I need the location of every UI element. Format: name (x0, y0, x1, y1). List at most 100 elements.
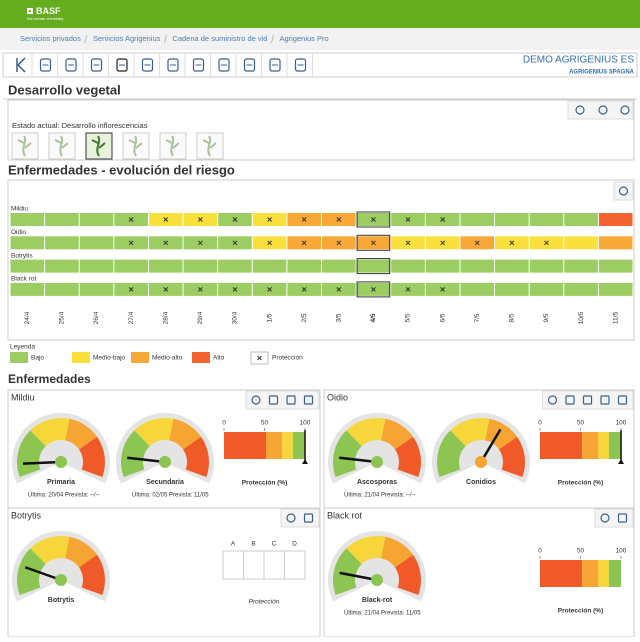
toolbar-icon[interactable] (16, 57, 26, 73)
gauge-band (169, 418, 202, 450)
gauge-hub (55, 574, 67, 586)
row-label: Black rot (11, 276, 36, 283)
toolbar-icon[interactable] (141, 58, 154, 72)
tool-icon[interactable] (598, 105, 608, 115)
protection-mark (440, 217, 445, 222)
toolbar-icon[interactable] (90, 58, 103, 72)
protection-label: Protección (%) (558, 480, 604, 487)
row-label: Oidio (11, 229, 27, 236)
table-header: C (272, 541, 277, 548)
tool-icon[interactable] (600, 513, 610, 523)
gauge-band (499, 436, 526, 478)
risk-cell (460, 213, 495, 226)
tool-icon[interactable] (286, 395, 296, 405)
protection-label: Protección (%) (558, 608, 604, 615)
tool-icon[interactable] (617, 395, 628, 405)
gauge-info: Última: 02/05 Prevista: 11/05 (132, 492, 209, 499)
risk-cell (148, 259, 183, 273)
protection-mark (128, 217, 134, 222)
section-title: Enfermedades (8, 372, 91, 386)
protection-mark (405, 287, 411, 292)
panel-title: Oidio (327, 392, 348, 402)
toolbar-icon[interactable] (192, 58, 205, 72)
row-label: Botrytis (11, 252, 33, 259)
risk-cell (460, 259, 495, 273)
tool-icon[interactable] (617, 513, 628, 523)
legend-label: Bajo (31, 355, 44, 362)
toolbar-icon[interactable] (218, 58, 230, 72)
protection-mark (232, 217, 238, 222)
protection-mark (405, 240, 411, 246)
risk-cell (598, 282, 633, 296)
breadcrumb-bar (0, 28, 640, 50)
table-header: B (251, 541, 255, 548)
toolbar-icon[interactable] (269, 58, 281, 72)
protection-mark (198, 240, 203, 246)
axis-tick-label: 50 (261, 420, 269, 427)
risk-cell (287, 259, 321, 273)
protection-label: Protección (249, 599, 280, 606)
account-company: AGRIGENIUS SPAGNA (569, 70, 635, 76)
risk-cell (598, 213, 633, 226)
toolbar-icon[interactable] (116, 58, 128, 72)
protection-mark (301, 287, 307, 292)
toolbar-icon[interactable] (39, 58, 52, 72)
risk-cell (564, 282, 598, 296)
panel-tools (613, 181, 634, 201)
tool-icon[interactable] (565, 395, 575, 405)
tool-icon[interactable] (600, 395, 610, 405)
gauge-hub (159, 456, 171, 468)
panel-tools (542, 390, 634, 410)
tool-icon[interactable] (618, 186, 629, 196)
tool-icon[interactable] (286, 513, 296, 523)
toolbar-icon[interactable] (167, 58, 179, 72)
tool-icon[interactable] (575, 105, 585, 115)
gauge-band (437, 430, 466, 478)
separator (84, 34, 88, 44)
axis-tick-label: 0 (538, 420, 542, 427)
protection-band (540, 560, 583, 587)
protection-mark (371, 217, 376, 222)
tool-icon[interactable] (303, 395, 314, 405)
risk-cell (114, 259, 148, 273)
date-label: 9/5 (543, 313, 550, 322)
toolbar-icon[interactable] (65, 58, 77, 72)
risk-cell (564, 213, 598, 226)
gauge-band (395, 436, 421, 478)
date-label: 30/4 (232, 311, 239, 324)
gauge-band (381, 418, 414, 450)
risk-cell (425, 259, 460, 273)
tool-icon[interactable] (251, 395, 261, 405)
breadcrumb-link[interactable]: Agrigenius Pro (279, 34, 328, 43)
table-header: D (292, 541, 297, 548)
toolbar-icon[interactable] (243, 58, 256, 72)
gauge-info: Última: 20/04 Prevista: --/-- (28, 492, 100, 499)
stage-plant (202, 135, 217, 157)
toolbar-icon[interactable] (294, 58, 307, 72)
date-label: 5/5 (405, 313, 412, 322)
breadcrumb-link[interactable]: Cadena de suministro de vid (172, 34, 267, 43)
risk-cell (529, 213, 564, 226)
protection-mark (544, 240, 549, 246)
risk-cell (10, 282, 45, 296)
risk-cell (495, 259, 529, 273)
gauge-info: Última: 21/04 Prevista: 11/05 (344, 610, 421, 617)
stage-plant (128, 135, 143, 157)
breadcrumb-link[interactable]: Servicios privados (20, 34, 81, 43)
date-label: 7/5 (474, 313, 481, 322)
protection-mark (440, 240, 445, 246)
tool-icon[interactable] (582, 395, 593, 405)
protection-band (540, 432, 583, 459)
tool-icon[interactable] (268, 395, 279, 405)
protection-label: Protección (%) (242, 480, 288, 487)
legend-protection (257, 355, 262, 361)
risk-cell (45, 259, 79, 273)
tool-icon[interactable] (547, 395, 558, 405)
tool-icon[interactable] (303, 513, 314, 523)
breadcrumb-link[interactable]: Servicios Agrigenius (93, 34, 161, 43)
header-bar (0, 0, 640, 28)
gauge-band (333, 430, 362, 478)
risk-cell (495, 282, 529, 296)
tool-icon[interactable] (620, 105, 630, 115)
